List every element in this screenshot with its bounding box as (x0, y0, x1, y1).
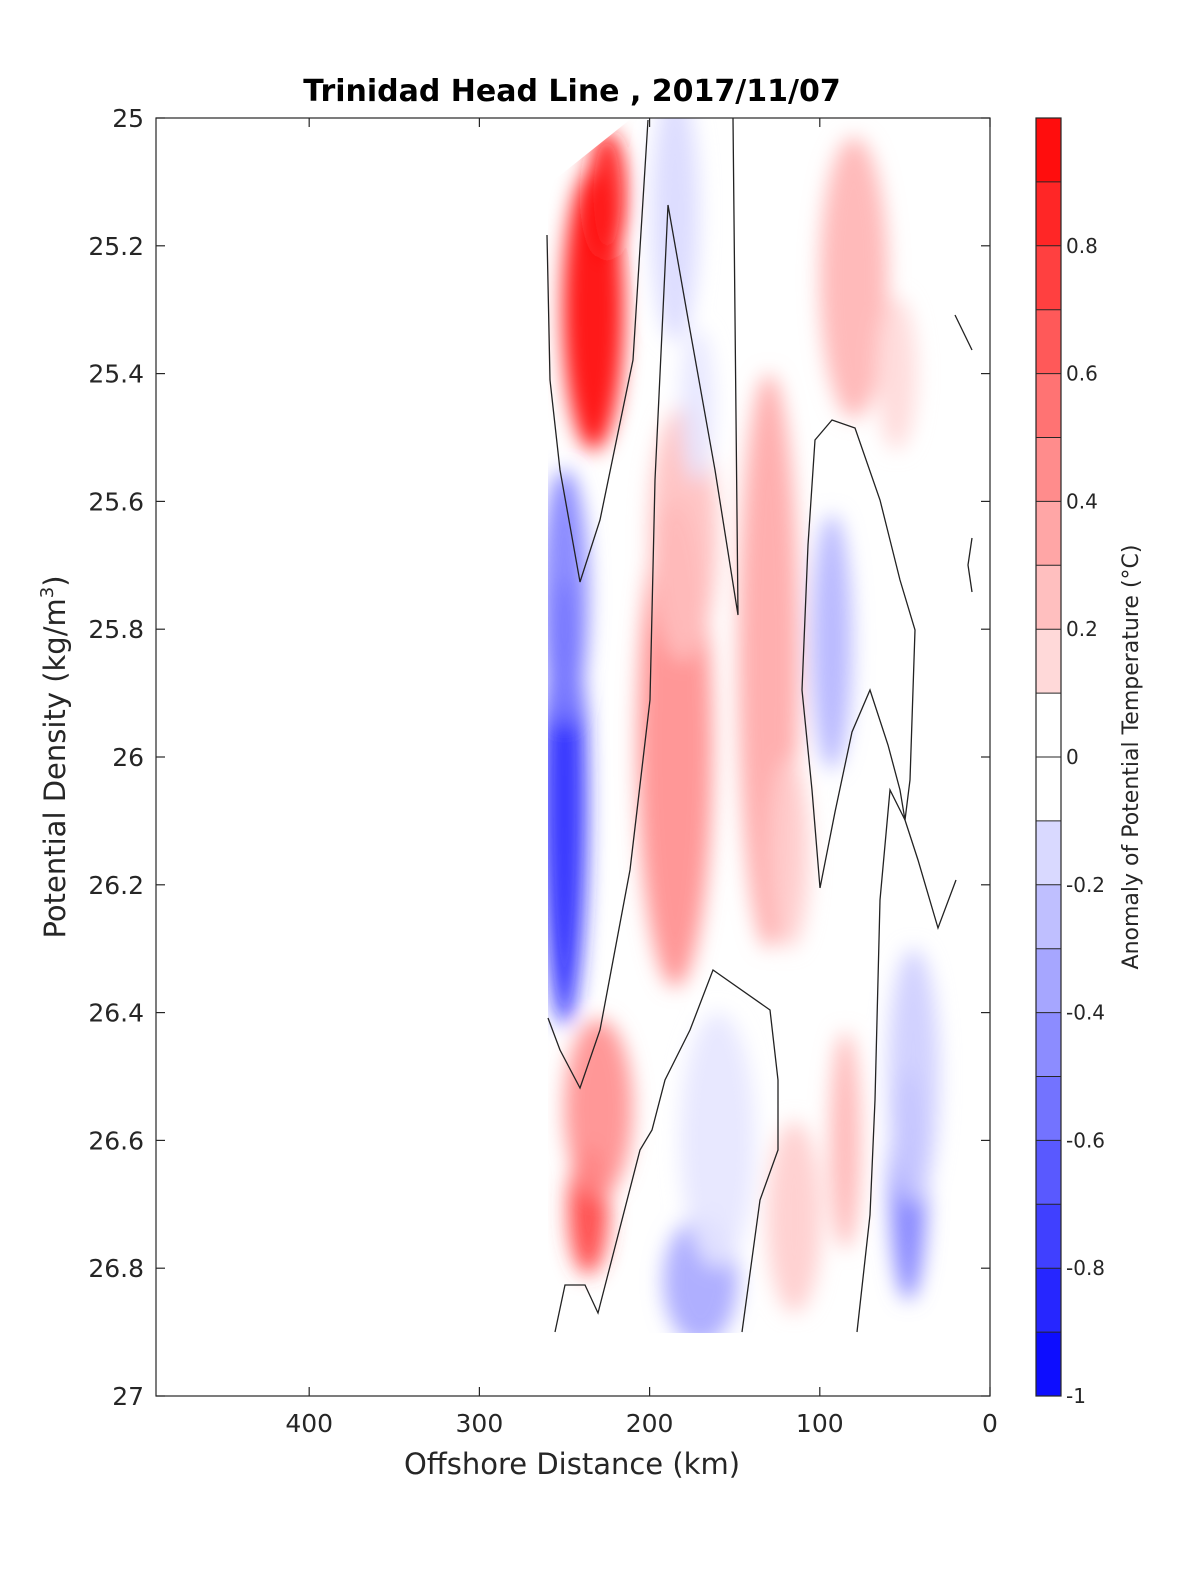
y-axis-label-superscript: 3 (37, 587, 58, 598)
colorbar-band (1036, 1012, 1061, 1077)
y-tick-label: 25.6 (88, 487, 144, 516)
colorbar-band (1036, 1268, 1061, 1333)
y-tick-label: 26.6 (88, 1126, 144, 1155)
colorbar-band (1036, 757, 1061, 822)
y-tick-label: 25.8 (88, 615, 144, 644)
contour-line-zero (547, 117, 739, 1090)
y-axis-label: Potential Density (kg/m3) (37, 575, 72, 938)
anomaly-cell (680, 1012, 756, 1269)
chart-title: Trinidad Head Line , 2017/11/07 (303, 74, 840, 109)
x-axis: 400 300 200 100 0 (285, 118, 998, 1438)
anomaly-cell (768, 757, 810, 949)
colorbar-tick-label: -0.8 (1066, 1256, 1105, 1280)
colorbar-band (1036, 245, 1061, 311)
y-axis-label-text: Potential Density (kg/m (38, 598, 72, 938)
x-tick-label: 100 (796, 1409, 844, 1438)
colorbar-band (1036, 1204, 1061, 1269)
anomaly-cell (830, 1031, 861, 1250)
colorbar-band (1036, 1076, 1061, 1141)
contour-line-zero (967, 537, 973, 593)
colorbar-band (1036, 118, 1061, 183)
colorbar-tick-label: 0 (1066, 745, 1079, 769)
y-tick-label: 25.2 (88, 232, 144, 261)
colorbar-band (1036, 501, 1061, 566)
anomaly-cell (651, 118, 699, 342)
colorbar-tick-label: -1 (1066, 1384, 1086, 1408)
colorbar: 0.8 0.6 0.4 0.2 0 -0.2 -0.4 -0.6 -0.8 -1 Anomaly … (1035, 117, 1144, 1408)
colorbar-ticks: 0.8 0.6 0.4 0.2 0 -0.2 -0.4 -0.6 -0.8 -1 (1036, 181, 1105, 1408)
y-tick-label: 26 (112, 743, 144, 772)
colorbar-band (1036, 437, 1061, 502)
anomaly-cell (819, 137, 888, 419)
anomaly-cell (811, 514, 853, 770)
colorbar-band (1036, 820, 1061, 886)
x-tick-label: 300 (456, 1409, 504, 1438)
x-tick-label: 200 (626, 1409, 674, 1438)
colorbar-tick-label: 0.2 (1066, 617, 1098, 641)
colorbar-band (1036, 309, 1061, 375)
y-tick-label: 25 (112, 104, 144, 133)
y-tick-label: 26.8 (88, 1254, 144, 1283)
colorbar-bands (1036, 118, 1061, 1397)
anomaly-cell (548, 469, 589, 726)
colorbar-band (1036, 629, 1061, 694)
colorbar-band (1036, 948, 1061, 1014)
x-tick-label: 0 (982, 1409, 998, 1438)
y-axis: 25 25.2 25.4 25.6 25.8 26 26.2 26.4 26.6 26.8 27 (88, 104, 990, 1411)
colorbar-tick-label: -0.6 (1066, 1128, 1105, 1152)
colorbar-band (1036, 181, 1061, 247)
anomaly-cell (767, 1121, 822, 1313)
anomaly-cell (887, 948, 939, 1205)
y-axis-label-close: ) (38, 575, 72, 586)
anomaly-cell (680, 328, 715, 483)
contour-line-zero (554, 968, 779, 1333)
y-tick-label: 27 (112, 1382, 144, 1411)
contour-lines (546, 117, 973, 1333)
colorbar-band (1036, 565, 1061, 630)
y-tick-label: 26.4 (88, 999, 144, 1028)
colorbar-tick-label: 0.4 (1066, 489, 1098, 513)
colorbar-label: Anomaly of Potential Temperature (°C) (1119, 545, 1144, 970)
colorbar-tick-label: -0.4 (1066, 1001, 1105, 1025)
y-tick-label: 25.4 (88, 360, 144, 389)
x-tick-label: 400 (285, 1409, 333, 1438)
colorbar-band (1036, 1140, 1061, 1205)
y-tick-label: 26.2 (88, 871, 144, 900)
colorbar-band (1036, 1332, 1061, 1397)
colorbar-tick-label: -0.2 (1066, 873, 1105, 897)
colorbar-band (1036, 373, 1061, 438)
colorbar-band (1036, 884, 1061, 950)
x-axis-label: Offshore Distance (km) (404, 1447, 740, 1481)
colorbar-tick-label: 0.8 (1066, 234, 1098, 258)
colorbar-band (1036, 693, 1061, 758)
anomaly-cell (564, 1018, 633, 1198)
contour-line-zero (856, 787, 957, 1333)
contour-line-zero (954, 314, 973, 351)
anomaly-field (548, 118, 939, 1333)
contour-line-zero (801, 419, 916, 889)
anomaly-cell (875, 296, 917, 451)
anomaly-cell (586, 130, 628, 259)
colorbar-tick-label: 0.6 (1066, 362, 1098, 386)
contour-line-zero (546, 119, 649, 583)
